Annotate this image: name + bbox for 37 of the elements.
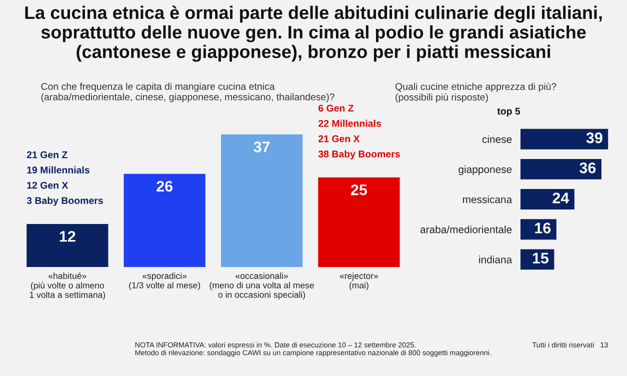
y-tick-label: indiana [479, 256, 512, 264]
data-label: 37 [254, 141, 270, 152]
bar [124, 174, 206, 267]
y-tick-label: cinese [482, 135, 512, 143]
bar [220, 134, 303, 267]
chart-title: La cucina etnica è ormai parte delle abitudini culinarie degli italiani, soprattutto delle nuove gen. In cima al podio le grandi asiatiche (cantonese e giapponese), bronzo per i piatti messicani [25, 6, 602, 62]
bar [318, 177, 400, 267]
annotation: 21 Gen Z [26, 151, 68, 158]
x-tick-label: «sporadici» (1/3 volte al mese) [129, 272, 200, 290]
annotation: 12 Gen X [27, 182, 68, 189]
bar [520, 128, 608, 150]
bar [26, 224, 108, 267]
data-label: 36 [580, 162, 596, 174]
annotation: 3 Baby Boomers [26, 196, 103, 206]
text: top 5 [497, 108, 520, 117]
annotation: 38 Baby Boomers [318, 150, 400, 160]
chart-subtitle: Con che frequenza le capita di mangiare cucina etnica (araba/mediorientale, cinese, giapponese, messicano, thailandese)? [41, 82, 334, 102]
x-tick-label: «habitué» (più volte o almeno 1 volta a settimana) [30, 272, 106, 300]
data-label: 39 [586, 132, 602, 144]
data-label: 26 [156, 180, 173, 192]
text: 6 Gen Z [318, 104, 354, 112]
data-label: 12 [60, 231, 76, 242]
x-tick-label: «rejector» (mai) [340, 272, 378, 290]
bar [520, 189, 574, 210]
data-label: 25 [350, 184, 368, 196]
chart-subtitle: Quali cucine etniche apprezza di più? (possibili più risposte) [395, 82, 556, 103]
x-tick-label: «occasionali» (meno di una volta al mese o in occasioni speciali) [210, 272, 314, 300]
annotation: 21 Gen X [318, 135, 360, 142]
text: 22 Millennials [318, 120, 381, 127]
data-label: 24 [552, 192, 570, 204]
data-label: 16 [535, 222, 551, 234]
y-tick-label: giapponese [458, 165, 512, 176]
data-label: 15 [532, 252, 548, 264]
bar [520, 158, 602, 180]
y-tick-label: messicana [462, 196, 512, 204]
y-tick-label: araba/mediorientale [420, 226, 512, 234]
annotation: 19 Millennials [27, 166, 90, 174]
